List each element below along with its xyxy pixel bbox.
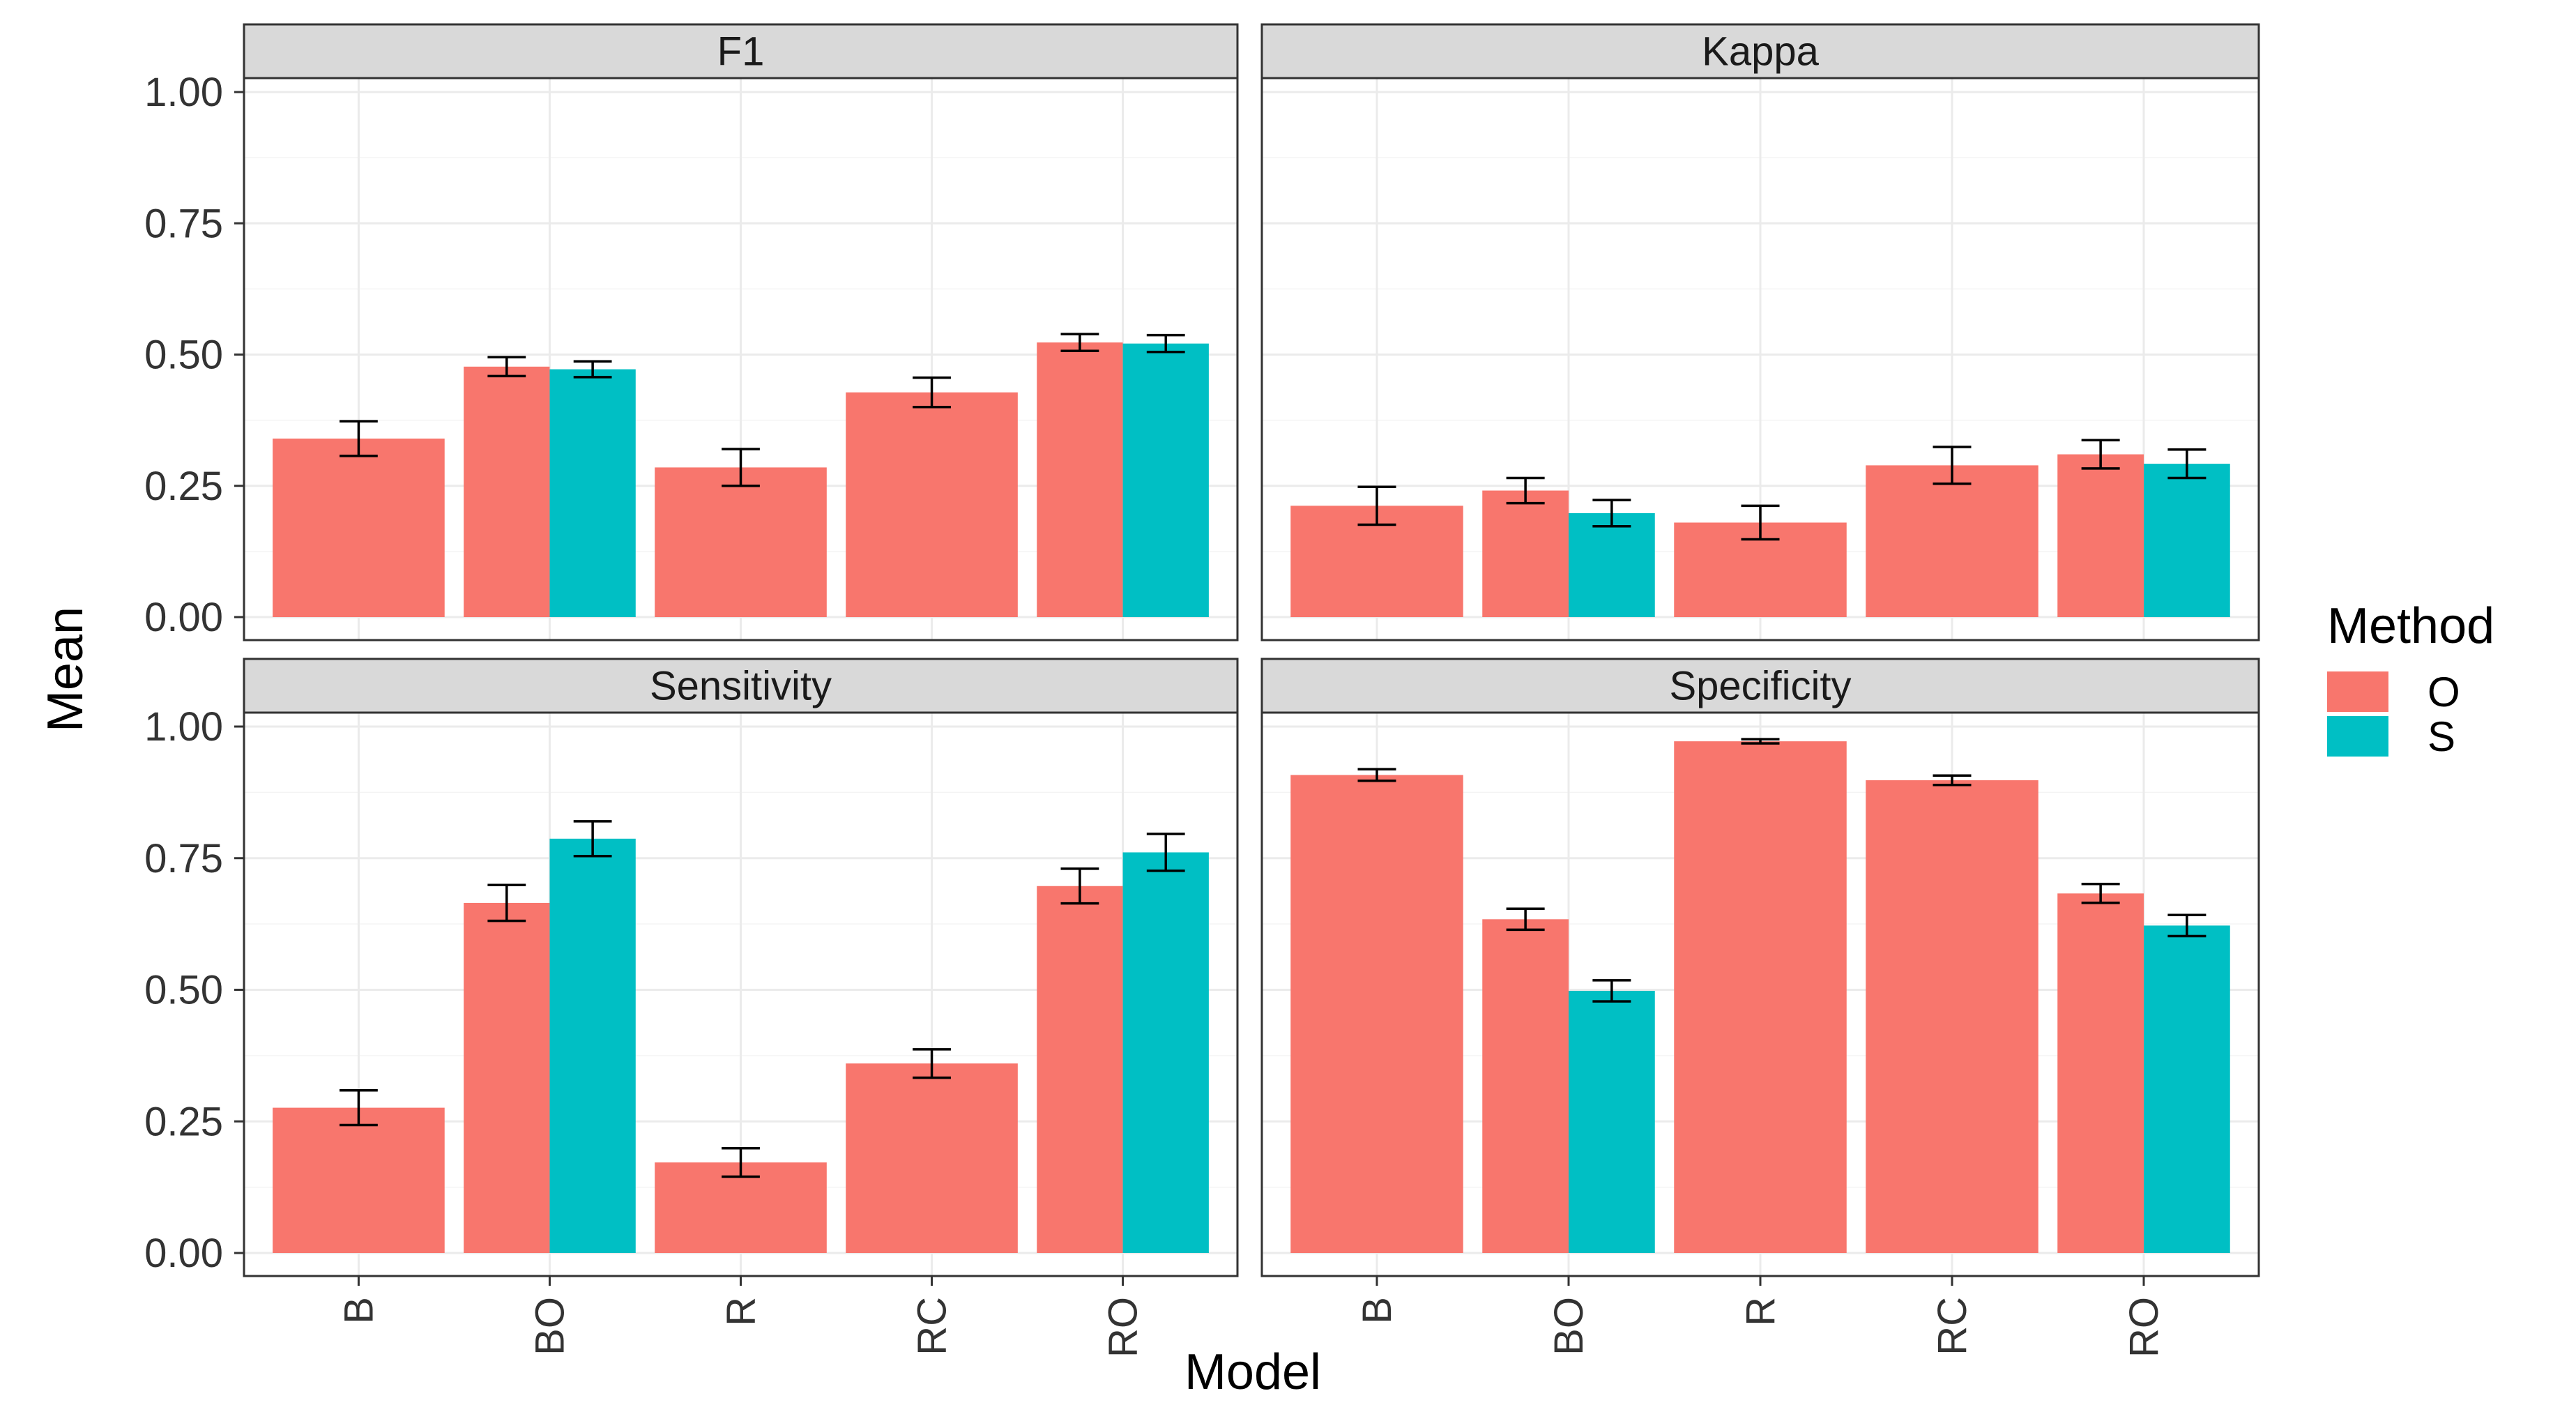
bar-kappa-ro-o: [2057, 454, 2144, 617]
error-bar: [722, 448, 760, 487]
y-tick-label: 0.50: [144, 968, 223, 1013]
bar-sensitivity-bo-o: [464, 902, 550, 1253]
error-bar: [573, 820, 612, 858]
bar-specificity-rc-o: [1866, 780, 2038, 1253]
bar-f1-rc-o: [846, 392, 1018, 617]
bar-specificity-r-o: [1674, 741, 1847, 1253]
bar-kappa-bo-o: [1482, 490, 1569, 617]
error-bar: [1933, 774, 1972, 787]
error-bar: [2081, 439, 2120, 470]
error-bar: [913, 1048, 951, 1079]
y-tick-label: 0.75: [144, 836, 223, 881]
facet-label: F1: [717, 29, 765, 75]
error-bar: [1146, 833, 1185, 872]
bar-kappa-rc-o: [1866, 465, 2038, 617]
bar-sensitivity-b-o: [273, 1107, 445, 1253]
x-tick-label: RO: [1101, 1297, 1146, 1358]
panel-kappa: Kappa: [1260, 23, 2260, 641]
bar-specificity-bo-s: [1569, 991, 1655, 1253]
y-tick-label: 0.25: [144, 1099, 223, 1144]
x-tick-label: R: [1738, 1297, 1783, 1326]
bar-f1-ro-o: [1037, 342, 1123, 617]
error-bar: [340, 1088, 378, 1127]
bar-specificity-bo-o: [1482, 919, 1569, 1253]
x-tick-label: RC: [1930, 1297, 1975, 1355]
x-tick-label: B: [336, 1297, 381, 1324]
error-bar: [1357, 768, 1396, 782]
error-bar: [1741, 504, 1780, 541]
bar-sensitivity-rc-o: [846, 1063, 1018, 1253]
error-bar: [1933, 446, 1972, 485]
error-bar: [1060, 867, 1099, 905]
bar-sensitivity-ro-s: [1122, 852, 1209, 1253]
bar-f1-ro-s: [1122, 343, 1209, 617]
bar-specificity-b-o: [1290, 775, 1463, 1253]
error-bar: [487, 356, 526, 378]
legend-label-s: S: [2428, 713, 2455, 760]
error-bar: [1741, 738, 1780, 745]
legend-key-o: [2327, 671, 2388, 712]
error-bar: [2081, 882, 2120, 904]
x-tick-label: BO: [1546, 1297, 1592, 1355]
bar-kappa-ro-s: [2144, 464, 2230, 617]
error-bar: [1592, 499, 1631, 528]
panel-specificity: Specificity: [1260, 658, 2260, 1277]
y-tick-label: 0.50: [144, 333, 223, 378]
x-tick-label: R: [719, 1297, 764, 1326]
error-bar: [913, 376, 951, 409]
y-tick-label: 1.00: [144, 704, 223, 750]
legend-title: Method: [2327, 598, 2494, 654]
bar-sensitivity-bo-s: [549, 838, 636, 1253]
error-bar: [2167, 913, 2207, 938]
error-bar: [722, 1147, 760, 1178]
legend: Method O S: [2327, 598, 2494, 760]
bar-f1-b-o: [273, 438, 445, 617]
facet-label: Specificity: [1669, 664, 1851, 709]
x-tick-label: RC: [910, 1297, 955, 1355]
x-axis-title: Model: [1184, 1344, 1321, 1400]
panel-sensitivity: Sensitivity: [243, 658, 1239, 1277]
y-tick-label: 0.00: [144, 1231, 223, 1276]
facet-strip: [1260, 23, 2260, 79]
error-bar: [1506, 907, 1545, 932]
x-tick-label: BO: [527, 1297, 572, 1355]
bar-kappa-bo-s: [1569, 512, 1655, 617]
bar-f1-r-o: [655, 467, 827, 617]
bar-f1-bo-o: [464, 366, 550, 617]
axes-layer: 0.00 0.25 0.50 0.75 1.00 0.00 0.25 0.50 0.75 1.00…: [144, 70, 2167, 1358]
error-bar: [487, 883, 526, 922]
error-bar: [1357, 485, 1396, 526]
bar-sensitivity-ro-o: [1037, 886, 1123, 1253]
y-axis-title: Mean: [38, 607, 93, 732]
error-bar: [1506, 476, 1545, 505]
facet-strip: [243, 23, 1239, 79]
error-bar: [2167, 448, 2207, 480]
panel-f1: F1: [243, 23, 1239, 641]
legend-key-s: [2327, 716, 2388, 757]
bar-f1-bo-s: [549, 369, 636, 617]
error-bar: [573, 360, 612, 379]
x-tick-label: B: [1355, 1297, 1400, 1324]
x-tick-label: RO: [2121, 1297, 2167, 1358]
facet-label: Kappa: [1702, 29, 1819, 75]
panels-layer: F1 Kappa Sensitivity Specificity: [243, 23, 2260, 1277]
y-tick-label: 0.25: [144, 464, 223, 509]
error-bar: [1060, 333, 1099, 352]
y-tick-label: 0.00: [144, 595, 223, 640]
bar-specificity-ro-o: [2057, 893, 2144, 1253]
facet-strip: [243, 658, 1239, 714]
legend-label-o: O: [2428, 669, 2460, 715]
bar-specificity-ro-s: [2144, 925, 2230, 1253]
error-bar: [1146, 333, 1185, 354]
facet-strip: [1260, 658, 2260, 714]
y-tick-label: 0.75: [144, 201, 223, 246]
error-bar: [1592, 979, 1631, 1003]
facet-label: Sensitivity: [650, 664, 832, 709]
error-bar: [340, 420, 378, 457]
y-tick-label: 1.00: [144, 70, 223, 115]
